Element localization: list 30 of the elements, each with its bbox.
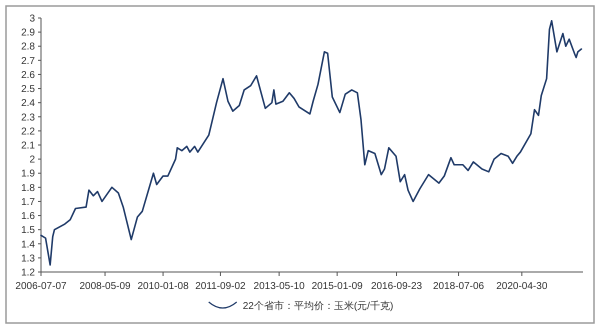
y-tick-label: 1.7 xyxy=(21,196,36,208)
legend-label: 22个省市：平均价：玉米(元/千克) xyxy=(242,300,394,312)
y-tick-label: 2.1 xyxy=(21,140,36,152)
y-tick-label: 2.7 xyxy=(21,56,36,67)
x-tick-label: 2013-05-10 xyxy=(254,281,306,292)
y-tick-label: 2 xyxy=(29,154,36,166)
x-tick-label: 2010-01-08 xyxy=(137,281,190,292)
x-tick-label: 2006-07-07 xyxy=(15,281,68,292)
legend: 22个省市：平均价：玉米(元/千克) xyxy=(208,301,394,312)
y-tick-label: 1.2 xyxy=(21,268,36,278)
x-tick-label: 2015-01-09 xyxy=(312,281,364,292)
y-tick-label: 2.9 xyxy=(21,28,36,39)
y-tick-label: 2.8 xyxy=(21,42,36,53)
y-tick-label: 3 xyxy=(29,14,36,24)
y-tick-label: 1.3 xyxy=(21,253,36,264)
y-tick-label: 2.6 xyxy=(21,70,36,81)
y-tick-label: 2.2 xyxy=(21,126,36,138)
x-tick-label: 2011-09-02 xyxy=(195,281,246,292)
y-tick-label: 1.4 xyxy=(21,239,36,250)
x-tick-label: 2008-05-09 xyxy=(79,281,132,292)
y-tick-label: 1.9 xyxy=(21,168,36,180)
y-tick-label: 1.6 xyxy=(21,211,36,222)
y-tick-label: 2.3 xyxy=(21,112,36,124)
y-tick-label: 1.5 xyxy=(21,225,36,236)
y-tick-label: 2.5 xyxy=(21,84,36,96)
y-tick-label: 1.8 xyxy=(21,182,36,194)
x-tick-label: 2020-04-30 xyxy=(496,281,548,292)
y-tick-label: 2.4 xyxy=(21,98,36,110)
x-tick-label: 2016-09-23 xyxy=(370,281,423,292)
x-tick-label: 2018-07-06 xyxy=(432,281,485,292)
